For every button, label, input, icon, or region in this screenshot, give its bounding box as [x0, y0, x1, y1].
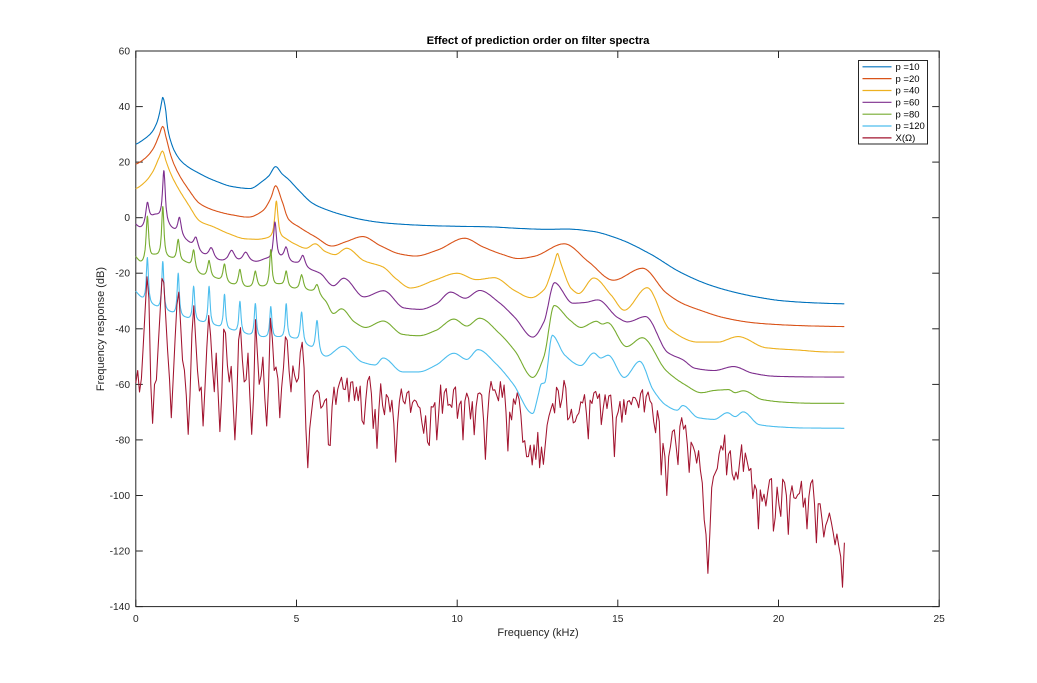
svg-text:20: 20 [773, 614, 785, 625]
svg-text:-20: -20 [115, 269, 130, 280]
svg-text:p =80: p =80 [896, 109, 920, 120]
svg-text:-140: -140 [110, 602, 131, 613]
svg-text:15: 15 [612, 614, 624, 625]
svg-text:-100: -100 [110, 491, 131, 502]
svg-text:0: 0 [133, 614, 139, 625]
svg-text:0: 0 [124, 213, 130, 224]
svg-text:20: 20 [119, 158, 131, 169]
svg-text:Frequency response (dB): Frequency response (dB) [95, 267, 107, 391]
svg-text:-120: -120 [110, 547, 131, 558]
svg-text:25: 25 [934, 614, 946, 625]
svg-text:p =20: p =20 [896, 74, 920, 85]
svg-text:60: 60 [119, 47, 131, 58]
svg-text:5: 5 [294, 614, 300, 625]
svg-text:X(Ω): X(Ω) [896, 133, 916, 144]
svg-text:Frequency (kHz): Frequency (kHz) [497, 627, 578, 639]
svg-text:p =40: p =40 [896, 86, 920, 97]
svg-text:p =120: p =120 [896, 121, 925, 132]
svg-text:-40: -40 [115, 324, 130, 335]
svg-text:p =60: p =60 [896, 98, 920, 109]
svg-text:-60: -60 [115, 380, 130, 391]
svg-text:p =10: p =10 [896, 62, 920, 73]
svg-text:-80: -80 [115, 435, 130, 446]
svg-text:Effect of prediction order on: Effect of prediction order on filter spe… [427, 35, 651, 47]
svg-text:10: 10 [452, 614, 464, 625]
svg-text:40: 40 [119, 102, 131, 113]
